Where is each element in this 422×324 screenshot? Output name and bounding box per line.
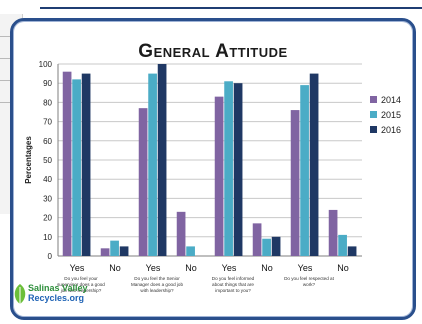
bar-2015-yes <box>148 74 157 256</box>
bar-2014-no <box>253 223 262 256</box>
bar-2016-yes <box>158 64 167 256</box>
bar-2016-no <box>120 246 129 256</box>
bar-2015-yes <box>72 79 81 256</box>
bar-2014-yes <box>291 110 300 256</box>
bar-2015-no <box>338 235 347 256</box>
y-tick-label: 0 <box>48 252 53 261</box>
legend-swatch-2016 <box>370 126 377 133</box>
legend-label-2014: 2014 <box>381 95 401 105</box>
y-axis-label: Percentages <box>24 136 33 184</box>
x-tick-label: Yes <box>298 263 313 273</box>
x-tick-label: No <box>109 263 121 273</box>
salinas-valley-logo: Salinas Valley Recycles.org <box>12 281 82 315</box>
bar-2015-yes <box>224 81 233 256</box>
group-question-label: Do you feel the Senior Manager does a goo… <box>131 276 184 293</box>
leaf-icon <box>12 283 28 305</box>
y-tick-label: 100 <box>39 60 53 69</box>
y-tick-label: 20 <box>43 214 52 223</box>
y-tick-label: 70 <box>43 118 52 127</box>
group-question-label: Do you feel respected at work? <box>284 276 335 287</box>
x-tick-label: Yes <box>146 263 161 273</box>
bar-2014-no <box>177 212 186 256</box>
x-tick-label: No <box>185 263 197 273</box>
group-question-label: Do you feel informed about things that ar… <box>212 276 255 293</box>
logo-line-1: Salinas Valley <box>28 283 88 293</box>
y-tick-label: 90 <box>43 79 52 88</box>
y-tick-label: 80 <box>43 98 52 107</box>
x-tick-label: No <box>337 263 349 273</box>
y-tick-label: 30 <box>43 194 52 203</box>
bar-2015-no <box>186 246 195 256</box>
bar-2016-no <box>348 246 357 256</box>
bar-2015-no <box>110 241 119 256</box>
bar-2015-yes <box>300 85 309 256</box>
legend-label-2015: 2015 <box>381 110 401 120</box>
legend-swatch-2015 <box>370 111 377 118</box>
bar-2014-yes <box>215 97 224 256</box>
bar-2016-yes <box>82 74 91 256</box>
y-tick-label: 60 <box>43 137 52 146</box>
bar-2014-yes <box>139 108 148 256</box>
bar-2014-yes <box>63 72 72 256</box>
x-tick-label: Yes <box>222 263 237 273</box>
bar-2014-no <box>329 210 338 256</box>
bar-2016-yes <box>310 74 319 256</box>
bar-2015-no <box>262 239 271 256</box>
y-tick-label: 50 <box>43 156 52 165</box>
x-tick-label: Yes <box>70 263 85 273</box>
logo-line-2: Recycles.org <box>28 293 84 303</box>
x-tick-label: No <box>261 263 273 273</box>
legend-swatch-2014 <box>370 96 377 103</box>
y-tick-label: 40 <box>43 175 52 184</box>
bar-2016-yes <box>234 83 243 256</box>
y-tick-label: 10 <box>43 233 52 242</box>
legend-label-2016: 2016 <box>381 125 401 135</box>
bar-2016-no <box>272 237 281 256</box>
bar-2014-no <box>101 248 110 256</box>
